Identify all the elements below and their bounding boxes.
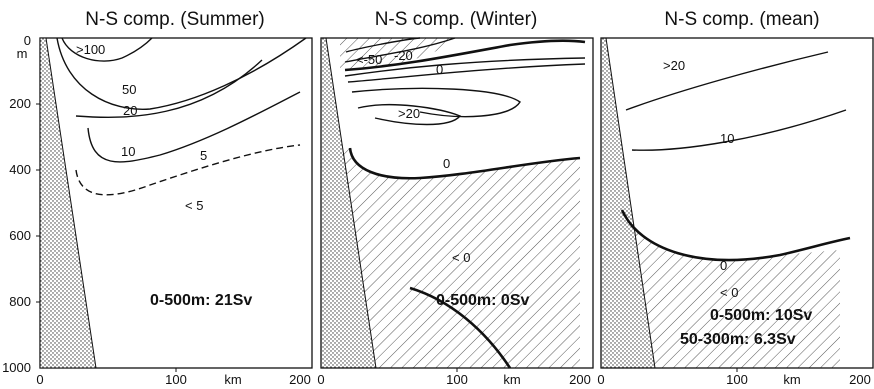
- distance-unit-label: km: [783, 372, 800, 387]
- contour-label: >100: [76, 42, 105, 57]
- contour-label: < 0: [720, 285, 738, 300]
- panel-title: N-S comp. (mean): [664, 9, 819, 30]
- contour-line: [344, 57, 586, 77]
- contour-line-zero: [409, 286, 512, 369]
- contour-line: [625, 51, 829, 111]
- distance-unit-label: km: [503, 372, 520, 387]
- contour-label: 0: [436, 62, 443, 77]
- continental-slope: [39, 37, 97, 369]
- depth-tick-label: 200: [9, 96, 31, 111]
- contour-label: <-50: [356, 52, 382, 67]
- distance-tick-label: 0: [36, 372, 43, 387]
- contour-line: [344, 37, 456, 63]
- contour-line: [87, 91, 301, 163]
- contour-line: [56, 37, 307, 110]
- contour-line-zero: [344, 39, 586, 72]
- panel-title: N-S comp. (Summer): [85, 9, 264, 30]
- transport-stat: 0-500m: 10Sv: [710, 307, 812, 324]
- contour-label: >20: [398, 106, 420, 121]
- distance-tick-label: 100: [446, 372, 468, 387]
- distance-tick-label: 0: [317, 372, 324, 387]
- panel-title: N-S comp. (Winter): [375, 9, 538, 30]
- contour-label: >20: [663, 58, 685, 73]
- contour-line: [631, 109, 847, 151]
- contour-label: -20: [394, 48, 413, 63]
- depth-tick-label: 600: [9, 228, 31, 243]
- transport-stat: 0-500m: 0Sv: [436, 292, 529, 309]
- negative-region-hatch: [622, 210, 840, 368]
- transport-stat: 0-500m: 21Sv: [150, 292, 252, 309]
- depth-tick-label: 1000: [2, 360, 31, 375]
- distance-tick-label: 100: [726, 372, 748, 387]
- contour-line-zero: [620, 209, 851, 262]
- contour-label: 50: [122, 82, 136, 97]
- contour-line: [345, 37, 421, 53]
- contour-label: 5: [200, 148, 207, 163]
- contour-label: 0: [443, 156, 450, 171]
- continental-slope: [600, 37, 656, 369]
- depth-tick-label: 400: [9, 162, 31, 177]
- depth-tick-label: 0: [24, 33, 31, 48]
- panel-mean: N-S comp. (mean) >20 10 0 < 0 0-500m: 10…: [597, 9, 874, 387]
- contour-label: 0: [720, 258, 727, 273]
- distance-tick-label: 200: [289, 372, 311, 387]
- distance-tick-label: 0: [597, 372, 604, 387]
- contour-line-zero: [348, 147, 581, 180]
- distance-tick-label: 200: [569, 372, 591, 387]
- contour-line: [347, 63, 586, 83]
- transport-stat: 50-300m: 6.3Sv: [680, 331, 796, 348]
- contour-line: [61, 37, 153, 62]
- distance-unit-label: km: [224, 372, 241, 387]
- contour-line: [351, 87, 521, 118]
- depth-tick-label: 800: [9, 294, 31, 309]
- contour-label: < 5: [185, 198, 203, 213]
- distance-tick-label: 100: [165, 372, 187, 387]
- contour-line: [357, 104, 462, 126]
- depth-unit-label: m: [17, 46, 28, 61]
- contour-line-dashed: [75, 144, 301, 196]
- distance-tick-label: 200: [849, 372, 871, 387]
- negative-region-hatch: [340, 148, 580, 368]
- contour-label: 10: [121, 144, 135, 159]
- contour-label: < 0: [452, 250, 470, 265]
- panel-winter: N-S comp. (Winter) <-50 -20 0 >20 0 < 0 …: [317, 9, 594, 387]
- contour-label: 20: [123, 103, 137, 118]
- contour-line: [75, 59, 263, 118]
- panel-summer: N-S comp. (Summer) >100 50 20 10 5 < 5 0…: [2, 9, 313, 387]
- contour-label: 10: [720, 131, 734, 146]
